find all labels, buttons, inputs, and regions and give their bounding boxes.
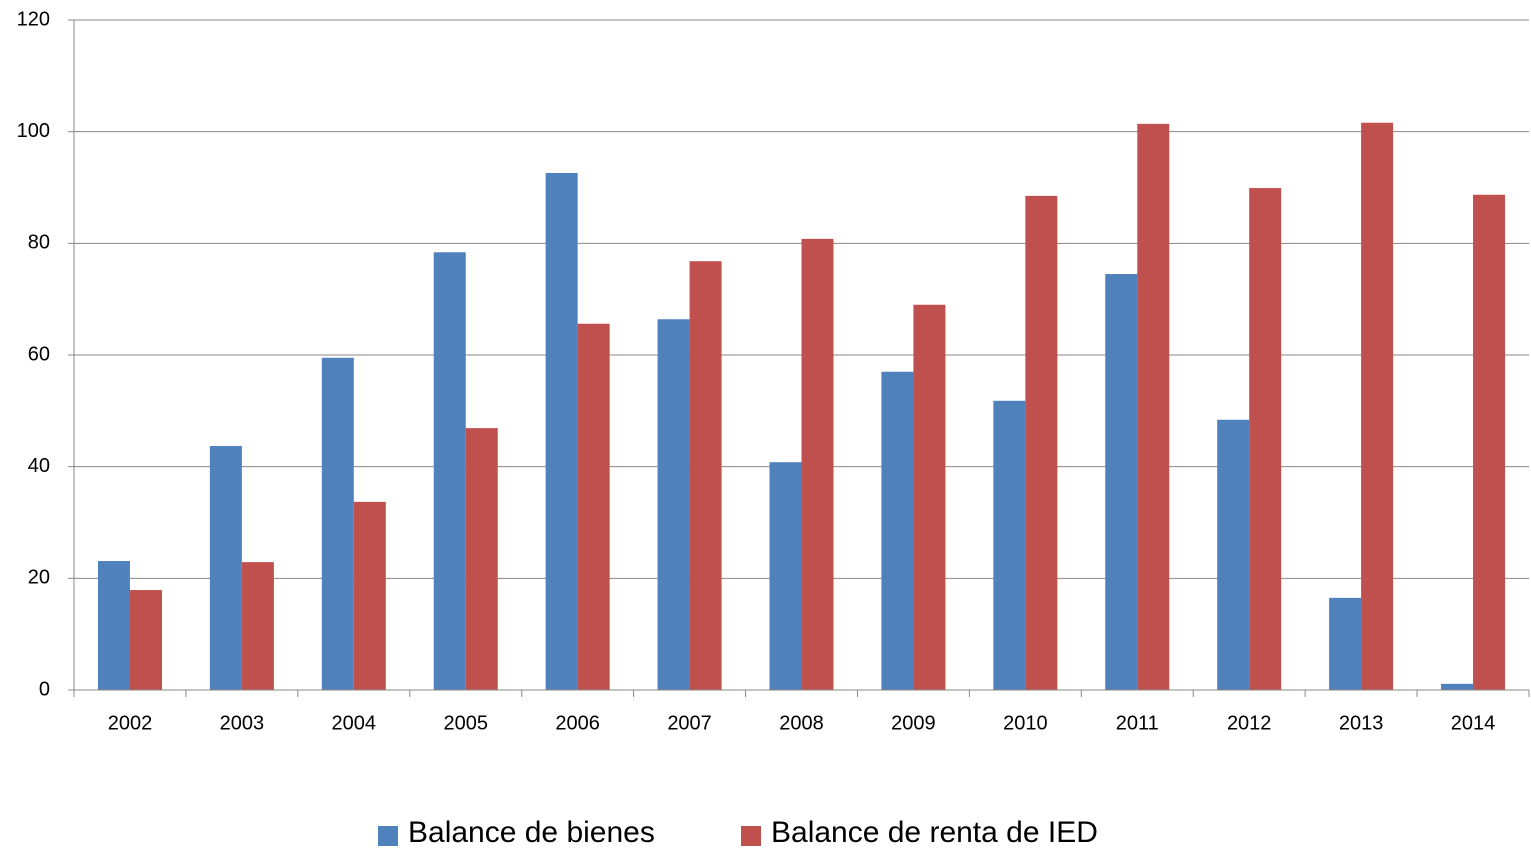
x-tick-label: 2005 (443, 712, 488, 734)
y-tick-label: 0 (39, 678, 50, 700)
x-tick-label: 2002 (108, 712, 153, 734)
x-tick-label: 2007 (667, 712, 712, 734)
y-tick-label: 100 (17, 120, 50, 142)
bar (993, 400, 1026, 690)
bar (657, 319, 690, 690)
bar (881, 371, 914, 690)
x-tick-label: 2011 (1116, 712, 1159, 734)
x-tick-label: 2008 (779, 712, 824, 734)
y-tick-label: 60 (28, 343, 50, 365)
bar (913, 304, 946, 690)
bar (1025, 195, 1058, 690)
x-tick-label: 2009 (891, 712, 936, 734)
legend-swatch (741, 826, 761, 846)
x-tick-label: 2006 (555, 712, 600, 734)
x-tick-label: 2004 (332, 712, 377, 734)
bar (465, 428, 498, 690)
x-tick-label: 2003 (220, 712, 265, 734)
y-tick-label: 20 (28, 567, 50, 589)
y-tick-label: 120 (17, 8, 50, 30)
bar (209, 446, 242, 690)
bar (689, 261, 722, 690)
y-tick-label: 40 (28, 455, 50, 477)
bar (1105, 274, 1138, 690)
bar (1473, 194, 1506, 690)
x-tick-label: 2013 (1339, 712, 1384, 734)
bar (801, 238, 834, 690)
bar (1329, 597, 1362, 690)
bar (1441, 683, 1474, 690)
x-tick-label: 2012 (1227, 712, 1272, 734)
bar (769, 462, 802, 690)
bar (545, 172, 578, 690)
bar (353, 501, 386, 690)
bar (129, 590, 162, 690)
bar (241, 562, 274, 690)
legend-label: Balance de bienes (408, 816, 655, 849)
bar (1217, 419, 1250, 690)
bar (433, 252, 466, 690)
bar (1361, 122, 1394, 690)
bar (97, 561, 130, 690)
legend-label: Balance de renta de IED (771, 816, 1098, 849)
x-tick-label: 2010 (1003, 712, 1048, 734)
x-tick-label: 2014 (1451, 712, 1496, 734)
bar (321, 357, 354, 690)
legend-swatch (378, 826, 398, 846)
y-tick-label: 80 (28, 232, 50, 254)
bar (577, 323, 610, 690)
bar (1137, 123, 1170, 691)
bar (1249, 188, 1282, 690)
